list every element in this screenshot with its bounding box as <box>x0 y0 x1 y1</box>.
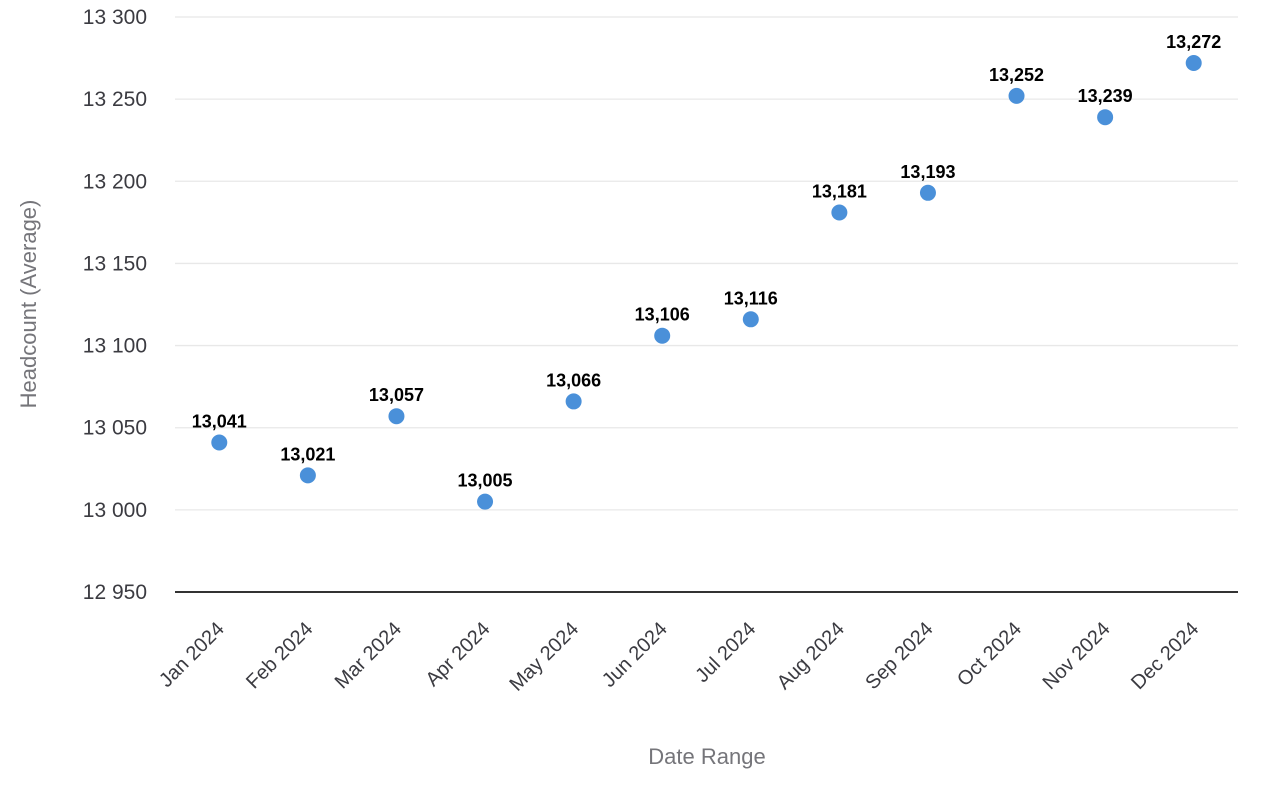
y-axis-ticks: 12 950 13 000 13 050 13 100 13 150 13 200 13 2… <box>83 6 147 604</box>
x-tick-label: Aug 2024 <box>773 618 849 694</box>
data-point[interactable] <box>1185 55 1202 71</box>
data-point[interactable] <box>1097 109 1114 126</box>
x-tick-label: Jul 2024 <box>691 618 760 687</box>
data-point[interactable] <box>1008 87 1025 104</box>
y-tick-label: 13 150 <box>83 252 147 275</box>
gridlines-layer <box>175 16 1238 593</box>
x-tick-label: Mar 2024 <box>331 618 406 693</box>
data-point-label: 13,041 <box>192 412 247 432</box>
y-tick-label: 13 000 <box>83 499 147 522</box>
x-axis-ticks: Jan 2024 Feb 2024 Mar 2024 Apr 2024 May 2024… <box>155 618 1203 696</box>
data-point-label: 13,181 <box>812 182 867 202</box>
x-tick-label: Jan 2024 <box>155 618 229 692</box>
data-point-label: 13,193 <box>900 162 955 182</box>
data-point-label: 13,005 <box>458 471 513 491</box>
data-point[interactable] <box>654 327 671 344</box>
y-tick-label: 12 950 <box>83 581 147 604</box>
data-point[interactable] <box>831 204 848 221</box>
data-point-label: 13,252 <box>989 65 1044 85</box>
y-axis-title: Headcount (Average) <box>16 200 41 409</box>
data-point-label: 13,239 <box>1078 86 1133 106</box>
x-tick-label: Apr 2024 <box>422 618 495 691</box>
data-point-label: 13,057 <box>369 385 424 405</box>
y-tick-label: 13 050 <box>83 417 147 440</box>
x-tick-label: Dec 2024 <box>1127 618 1203 694</box>
data-point[interactable] <box>919 184 936 201</box>
y-tick-label: 13 300 <box>83 6 147 29</box>
y-tick-label: 13 200 <box>83 170 147 193</box>
data-point[interactable] <box>477 493 494 510</box>
data-point[interactable] <box>299 467 316 484</box>
data-point[interactable] <box>565 393 582 410</box>
y-tick-label: 13 250 <box>83 88 147 111</box>
x-axis-title: Date Range <box>648 744 765 769</box>
series-layer: 13,041 13,021 13,057 13,005 13,066 13,106 13,1… <box>192 32 1221 510</box>
y-tick-label: 13 100 <box>83 335 147 358</box>
data-point-label: 13,116 <box>724 288 778 308</box>
x-tick-label: Oct 2024 <box>953 618 1026 691</box>
x-tick-label: Nov 2024 <box>1039 618 1115 694</box>
data-point-label: 13,066 <box>546 370 601 390</box>
x-tick-label: Feb 2024 <box>242 618 317 693</box>
x-tick-label: Jun 2024 <box>598 618 672 692</box>
data-point-label: 13,021 <box>280 444 335 464</box>
data-point-label: 13,106 <box>635 305 690 325</box>
x-tick-label: May 2024 <box>505 618 583 696</box>
data-point[interactable] <box>211 434 228 451</box>
data-point[interactable] <box>388 408 405 425</box>
x-tick-label: Sep 2024 <box>861 618 937 694</box>
data-point-label: 13,272 <box>1166 32 1221 52</box>
data-point[interactable] <box>742 311 759 328</box>
